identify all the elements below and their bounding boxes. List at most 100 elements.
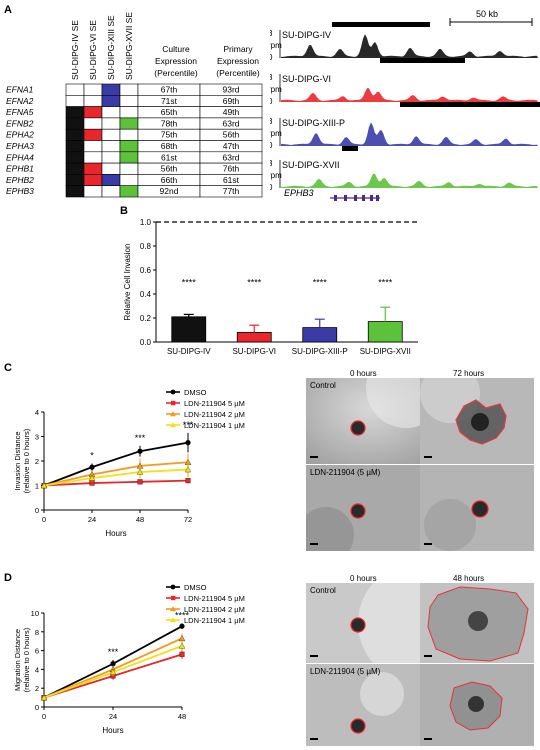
matrix-cell-EFNA2-3 — [101, 95, 121, 107]
d-legend-label-1: DMSO — [184, 583, 207, 592]
panel-b-bar-chart: 0.0 0.2 0.4 0.6 0.8 1.0 Relative Cell Invasion… — [123, 218, 418, 356]
d-xtick-label-1: 24 — [109, 712, 117, 721]
track-ytop-3: 3 — [270, 117, 273, 126]
panel-a-tracks: 50 kb 3 rpm 0 SU-DIPG-IV 3 rpm 0 SU-DIPG-VI 3 rpm 0… — [270, 9, 540, 201]
d-point-4-2 — [178, 642, 186, 649]
matrix-cell-EPHB3-3 — [101, 185, 121, 198]
gene-exon-6 — [376, 195, 379, 201]
gene-exon-2 — [344, 195, 347, 201]
c-legend-marker-1 — [170, 389, 176, 395]
matrix-cell-EPHB2-3 — [101, 174, 121, 186]
panel-c-row-label-ldn: LDN-211904 (5 µM) — [310, 468, 381, 477]
primary-value-EFNA2: 69th — [223, 96, 240, 106]
matrix-cell-EFNB2-2 — [83, 117, 103, 130]
panel-c-line-chart: 0 1 2 3 4 0 24 48 72 Hours Invasion Distance (relat… — [13, 388, 245, 538]
track-ybottom-3: 0 — [270, 141, 273, 150]
c-series-line-4 — [43, 468, 189, 487]
c-annotation-1: * — [90, 450, 94, 460]
gene-label-EFNA2: EFNA2 — [6, 96, 34, 106]
b-significance-3: **** — [313, 278, 328, 288]
track-unit-3: rpm — [270, 129, 282, 138]
c-annotation-2: *** — [135, 433, 146, 443]
c-xtick-label-1: 24 — [88, 515, 96, 524]
track-ytop-4: 3 — [270, 159, 273, 168]
matrix-cell-EPHB1-4 — [119, 162, 139, 175]
d-legend-marker-3 — [170, 606, 176, 612]
panel-d-row-label-control: Control — [310, 586, 336, 595]
b-ytick-label-2: 0.4 — [140, 290, 152, 299]
se-header-2: SU-DIPG-VI SE — [88, 20, 98, 80]
d-ytick-label-2: 4 — [35, 665, 39, 674]
b-ytick-label-0: 0.0 — [140, 338, 152, 347]
d-point-3-2 — [178, 635, 186, 642]
gene-exon-4 — [362, 195, 365, 201]
c-point-4-2 — [136, 468, 144, 475]
c-series-line-3 — [43, 461, 189, 487]
matrix-cell-EPHA4-3 — [101, 151, 121, 164]
matrix-cell-EPHA3-2 — [83, 140, 103, 153]
b-category-2: SU-DIPG-VI — [232, 347, 276, 356]
matrix-cell-EPHB1-3 — [101, 162, 121, 175]
panel-d-time-label-0: 0 hours — [350, 574, 377, 583]
c-xlabel: Hours — [105, 529, 126, 538]
c-ytick-label-1: 1 — [35, 482, 39, 491]
b-ytick-label-4: 0.8 — [140, 242, 152, 251]
c-legend-marker-2 — [171, 400, 176, 406]
b-ytick-label-5: 1.0 — [140, 218, 152, 227]
matrix-cell-EFNA5-2 — [83, 106, 103, 119]
panel-c-image-ldn-0h: LDN-211904 (5 µM) — [306, 465, 420, 551]
panel-label-b: B — [120, 205, 128, 217]
gene-exon-3 — [354, 195, 357, 201]
c-ylabel-line-2: (relative to 0 hours) — [22, 428, 31, 493]
d-ytick-label-1: 2 — [35, 684, 39, 693]
c-point-2-2 — [137, 479, 143, 485]
d-point-4-0 — [40, 694, 48, 701]
d-legend-marker-4 — [170, 617, 176, 623]
culture-value-EPHB3: 92nd — [160, 186, 179, 196]
track-unit-4: rpm — [270, 171, 282, 180]
panel-c-time-label-0: 0 hours — [350, 369, 377, 378]
panel-c-image-control-72h — [420, 378, 534, 464]
gene-label-EFNA1: EFNA1 — [6, 85, 34, 95]
track-signal-2 — [281, 88, 538, 102]
b-bar-2 — [236, 332, 272, 343]
culture-header-line-2: Expression — [155, 56, 197, 66]
d-point-2-2 — [179, 651, 185, 657]
matrix-cell-EFNA2-2 — [83, 95, 103, 107]
d-ylabel-line-1: Migration Distance — [13, 629, 22, 691]
track-ybottom-1: 0 — [270, 53, 273, 62]
b-ylabel: Relative Cell Invasion — [123, 244, 132, 321]
c-point-4-1 — [88, 474, 96, 481]
gene-label: EPHB3 — [284, 188, 314, 198]
matrix-cell-EFNA1-3 — [101, 83, 121, 96]
b-bar-1 — [171, 316, 207, 343]
c-point-1-1 — [89, 464, 95, 470]
d-xtick-label-0: 0 — [42, 712, 46, 721]
matrix-cell-EFNA2-4 — [119, 95, 139, 107]
d-legend-label-4: LDN-211904 1 µM — [184, 616, 245, 625]
d-point-1-1 — [110, 661, 116, 667]
matrix-cell-EPHA2-1 — [65, 128, 85, 141]
c-xtick-label-0: 0 — [42, 515, 46, 524]
culture-value-EFNA1: 67th — [161, 85, 178, 95]
b-ytick-label-3: 0.6 — [140, 266, 152, 275]
panel-c-image-ldn-72h — [420, 465, 534, 551]
b-significance-4: **** — [378, 278, 393, 288]
c-ytick-label-2: 2 — [35, 457, 39, 466]
matrix-cell-EPHA2-4 — [119, 128, 139, 141]
se-header-1: SU-DIPG-IV SE — [70, 20, 80, 80]
primary-value-EPHA4: 63rd — [222, 152, 239, 162]
track-signal-3 — [281, 122, 538, 146]
c-legend-marker-4 — [170, 422, 176, 428]
d-ylabel-line-2: (relative to 0 hours) — [22, 627, 31, 692]
d-ytick-label-3: 6 — [35, 647, 39, 656]
primary-value-EPHB1: 76th — [223, 164, 240, 174]
gene-label-EFNA5: EFNA5 — [6, 107, 34, 117]
d-legend-marker-1 — [170, 584, 176, 590]
b-bar-4 — [367, 321, 403, 343]
c-xtick-label-2: 48 — [136, 515, 144, 524]
c-ytick-label-3: 3 — [35, 433, 39, 442]
matrix-cell-EPHB3-2 — [83, 185, 103, 198]
track-ybottom-4: 0 — [270, 183, 273, 192]
d-ytick-label-4: 8 — [35, 628, 39, 637]
